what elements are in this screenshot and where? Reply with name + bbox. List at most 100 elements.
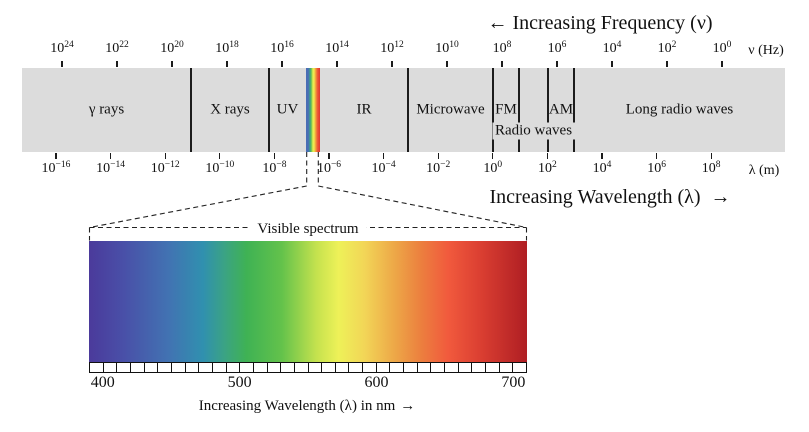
freq-tick	[336, 61, 338, 67]
wavelength-unit-label: λ (m)	[748, 163, 780, 178]
freq-tick	[116, 61, 118, 67]
ruler-cell	[129, 362, 145, 373]
ruler-cell	[266, 362, 282, 373]
ruler-cell	[143, 362, 159, 373]
increasing-wavelength-text: Increasing Wavelength (λ)	[489, 186, 701, 208]
ruler-cell	[102, 362, 118, 373]
right-arrow-icon: →	[400, 398, 416, 414]
ruler-cell	[362, 362, 377, 373]
band-region-label: X rays	[210, 101, 250, 118]
freq-tick-label: 1014	[325, 40, 349, 56]
band-region-label: AM	[548, 101, 574, 118]
ruler-cell	[211, 362, 227, 373]
wave-tick-label: 102	[538, 160, 557, 176]
spectrum-band: γ rays X rays UV IR Microwave FM AM Long radio …	[22, 68, 785, 152]
radio-waves-label: Radio waves	[491, 122, 576, 140]
wave-tick	[109, 153, 112, 159]
wave-tick	[219, 153, 221, 159]
freq-tick	[61, 61, 63, 67]
wave-tick-label: 10−4	[371, 160, 396, 176]
freq-tick-label: 102	[657, 40, 677, 56]
wave-tick-label: 10−8	[262, 160, 287, 176]
band-divider	[190, 68, 192, 152]
band-divider	[573, 68, 575, 152]
band-region-label: Long radio waves	[625, 101, 734, 118]
band-divider	[268, 68, 270, 152]
wave-tick	[601, 153, 603, 159]
wave-tick	[655, 153, 658, 159]
ruler-cell	[348, 362, 364, 373]
visible-light-strip	[305, 68, 321, 152]
freq-tick	[611, 61, 613, 67]
nm-tick-label: 500	[227, 374, 252, 391]
freq-tick-label: 108	[492, 40, 512, 56]
freq-tick-label: 1010	[435, 40, 459, 56]
ruler-cell	[252, 362, 268, 373]
nm-ruler	[89, 362, 527, 373]
band-divider	[518, 68, 520, 152]
nm-axis-caption: Increasing Wavelength (λ) in nm →	[199, 398, 416, 415]
nm-tick-label: 400	[90, 374, 115, 391]
band-region-label: γ rays	[88, 101, 125, 118]
band-divider	[492, 68, 494, 152]
ruler-cell	[293, 362, 309, 373]
nm-caption-text: Increasing Wavelength (λ) in nm	[198, 398, 396, 414]
freq-tick	[721, 61, 723, 67]
freq-tick	[391, 61, 393, 67]
frequency-unit-label: ν (Hz)	[748, 43, 784, 58]
ruler-cell	[225, 362, 241, 373]
wave-tick	[164, 153, 166, 159]
wave-tick	[55, 153, 57, 159]
visible-spectrum-label: Visible spectrum	[249, 221, 367, 238]
visible-spectrum-gradient	[89, 241, 527, 362]
wave-tick-label: 108	[701, 160, 721, 176]
freq-tick-label: 104	[602, 40, 622, 56]
wave-tick-label: 106	[647, 160, 666, 176]
wave-tick	[382, 153, 385, 159]
ruler-cell	[321, 362, 336, 373]
ruler-cell	[116, 362, 131, 373]
wave-tick-label: 104	[592, 160, 612, 176]
freq-tick	[666, 61, 668, 67]
freq-tick	[171, 61, 173, 67]
wave-tick	[328, 153, 330, 159]
wave-tick	[273, 153, 276, 159]
ruler-cell	[471, 362, 487, 373]
ruler-cell	[307, 362, 323, 373]
nm-tick-label: 700	[501, 374, 526, 391]
band-region-label: Microwave	[416, 101, 485, 118]
freq-tick-label: 1016	[270, 40, 294, 56]
wave-tick-label: 100	[483, 160, 503, 176]
ruler-cell	[198, 362, 213, 373]
ruler-cell	[403, 362, 418, 373]
ruler-cell	[498, 362, 514, 373]
wave-tick-label: 10−16	[41, 160, 71, 176]
freq-tick-label: 106	[547, 40, 567, 56]
wave-tick	[710, 153, 712, 159]
freq-tick-label: 1024	[50, 40, 74, 56]
ruler-cell	[280, 362, 295, 373]
ruler-cell	[457, 362, 473, 373]
freq-tick	[281, 61, 283, 67]
ruler-cell	[375, 362, 391, 373]
ruler-cell	[184, 362, 200, 373]
wave-tick	[492, 153, 494, 159]
freq-tick	[446, 61, 448, 67]
wave-tick-label: 10−14	[96, 160, 126, 176]
ruler-cell	[416, 362, 432, 373]
ruler-cell	[334, 362, 350, 373]
freq-tick-label: 100	[712, 40, 732, 56]
freq-tick-label: 1020	[160, 40, 184, 56]
increasing-frequency-title: ← Increasing Frequency (ν)	[487, 12, 713, 34]
ruler-cell	[157, 362, 172, 373]
ruler-cell	[485, 362, 500, 373]
band-divider	[547, 68, 549, 152]
wave-tick	[437, 153, 439, 159]
band-region-label: FM	[495, 101, 517, 118]
wave-tick-label: 10−10	[205, 160, 235, 176]
band-divider	[407, 68, 409, 152]
freq-tick	[501, 61, 503, 67]
band-region-label: UV	[276, 101, 299, 118]
wave-tick-label: 10−6	[316, 160, 342, 176]
